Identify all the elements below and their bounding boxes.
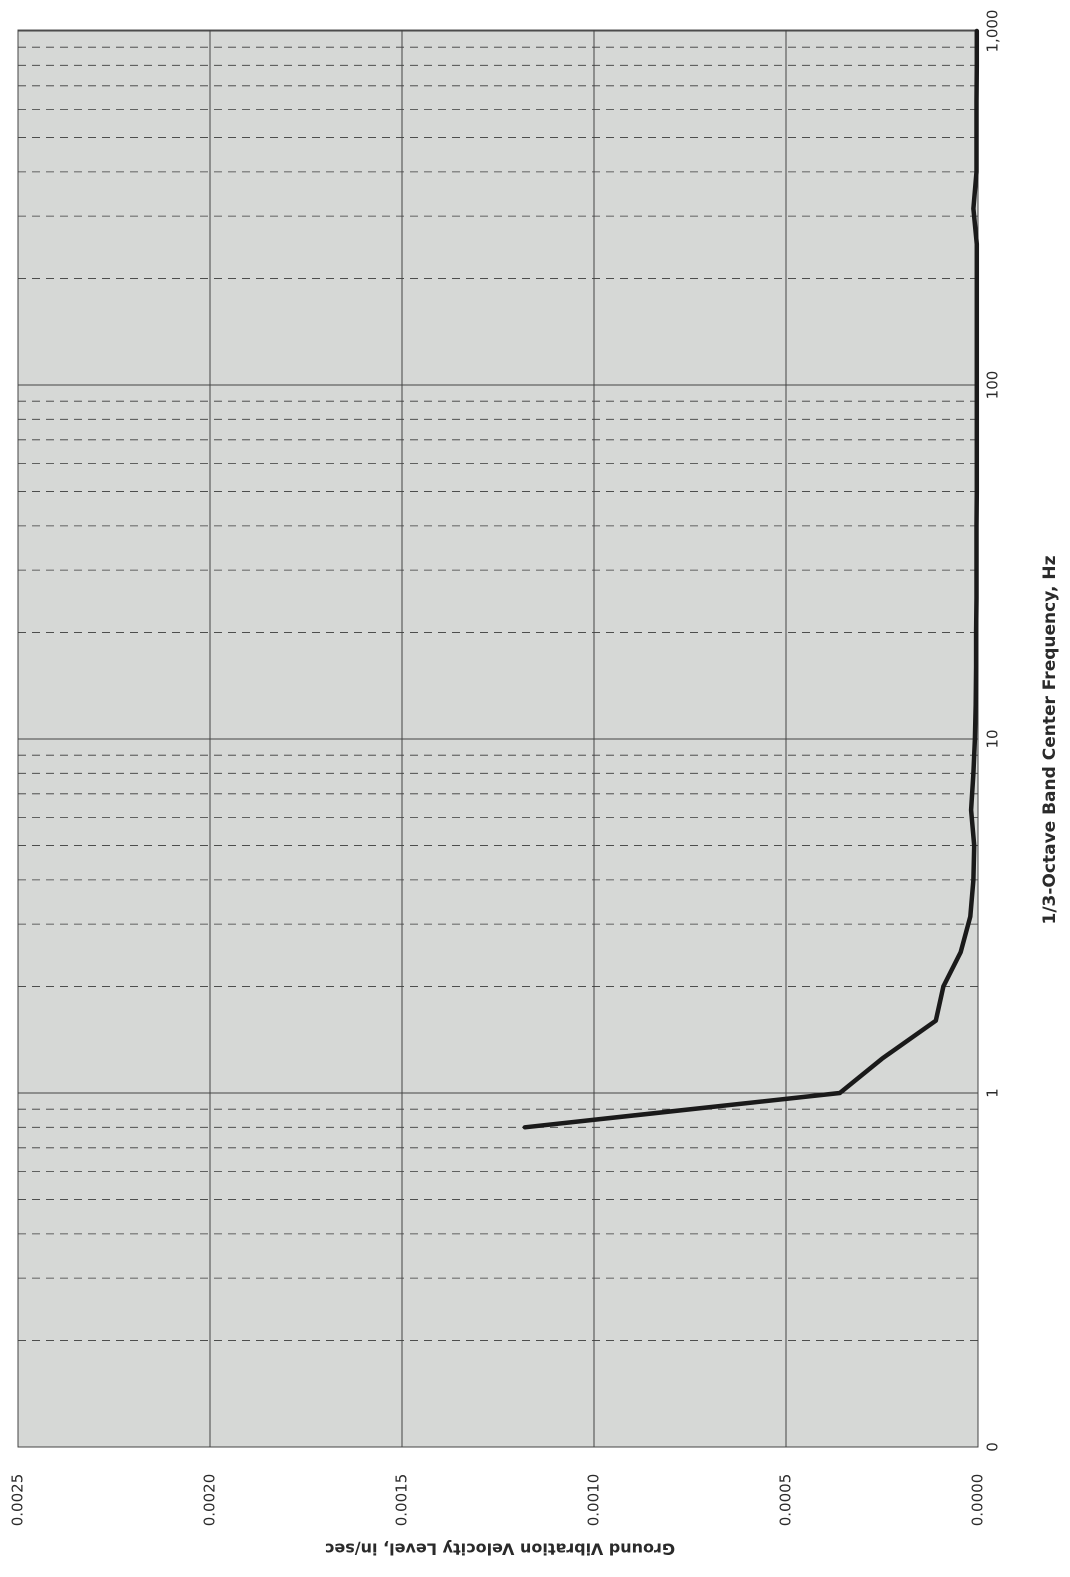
x-tick-label: 1	[984, 1088, 1002, 1098]
series-line	[522, 28, 980, 1130]
grid-lines	[17, 30, 979, 1448]
y-tick-label: 0.0015	[393, 1474, 411, 1527]
x-axis-label: 1/3-Octave Band Center Frequency, Hz	[1040, 555, 1060, 924]
y-tick-label: 0.0005	[777, 1474, 795, 1527]
x-tick-label: 100	[984, 371, 1002, 400]
y-axis-label: Ground Vibration Velocity Level, in/sec	[325, 1540, 675, 1559]
y-tick-label: 0.0020	[201, 1474, 219, 1527]
tick-labels: 0 1 10 100 1,000 0.0000 0.0005 0.0010 0.0015 0.00…	[9, 10, 1002, 1527]
x-tick-label: 10	[984, 729, 1002, 748]
series-layer	[522, 28, 980, 1130]
x-tick-label: 0	[984, 1442, 1002, 1452]
y-tick-label: 0.0025	[9, 1474, 27, 1527]
y-tick-label: 0.0010	[585, 1474, 603, 1527]
y-tick-label: 0.0000	[969, 1474, 987, 1527]
x-tick-label: 1,000	[984, 10, 1002, 53]
